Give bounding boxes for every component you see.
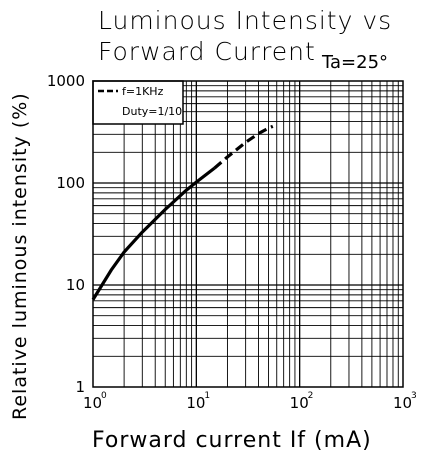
series-line-dashed bbox=[213, 124, 274, 170]
x-tick-label: 10 bbox=[186, 394, 205, 412]
temperature-condition: Ta=25° bbox=[321, 52, 388, 73]
y-tick-label: 100 bbox=[56, 174, 85, 192]
y-tick-label: 1000 bbox=[47, 72, 85, 90]
legend-frequency: f=1KHz bbox=[122, 85, 164, 98]
data-series bbox=[91, 124, 274, 301]
x-tick-exponent: 3 bbox=[411, 391, 417, 401]
x-tick-label: 10 bbox=[83, 394, 102, 412]
x-tick-label: 10 bbox=[290, 394, 309, 412]
y-axis-label: Relative luminous intensity (%) bbox=[9, 92, 31, 420]
legend-box bbox=[92, 80, 184, 125]
legend-duty: Duty=1/10 bbox=[122, 105, 182, 118]
x-axis-label: Forward current If (mA) bbox=[92, 428, 372, 453]
series-line-solid bbox=[91, 166, 216, 301]
y-tick-label: 1 bbox=[75, 378, 85, 396]
chart-title-line1: Luminous Intensity vs bbox=[98, 6, 392, 35]
x-tick-exponent: 0 bbox=[101, 391, 107, 401]
chart-title-line2: Forward Current bbox=[98, 37, 316, 66]
legend: f=1KHz Duty=1/10 bbox=[92, 80, 184, 125]
plot-frame bbox=[92, 80, 404, 388]
x-tick-exponent: 1 bbox=[204, 391, 210, 401]
y-tick-label: 10 bbox=[66, 276, 85, 294]
x-tick-label: 10 bbox=[393, 394, 412, 412]
x-tick-exponent: 2 bbox=[308, 391, 314, 401]
